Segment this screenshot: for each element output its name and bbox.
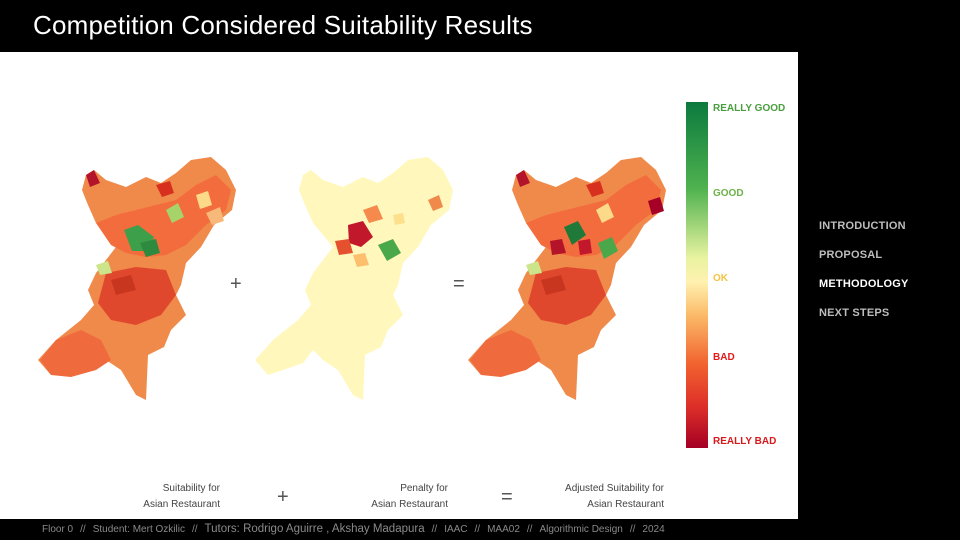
slide-title: Competition Considered Suitability Resul…: [33, 10, 533, 40]
color-scale-bar: [686, 102, 708, 448]
footer-separator: //: [431, 524, 438, 535]
plus-operator-top: +: [230, 273, 242, 295]
equals-operator-bottom: =: [501, 486, 513, 508]
legend-really-bad: REALLY BAD: [713, 436, 777, 447]
caption-adjusted-line2: Asian Restaurant: [587, 499, 664, 510]
penalty-map: [253, 155, 463, 400]
nav-item-proposal[interactable]: PROPOSAL: [819, 249, 883, 261]
plus-operator-bottom: +: [277, 486, 289, 508]
caption-suitability-line1: Suitability for: [162, 483, 220, 494]
footer-year: 2024: [642, 524, 665, 535]
footer-student: Student: Mert Ozkilic: [92, 524, 185, 535]
adjusted-suitability-map: [466, 155, 676, 400]
caption-suitability-line2: Asian Restaurant: [143, 499, 220, 510]
suitability-map: [36, 155, 246, 400]
footer-tutors: Tutors: Rodrigo Aguirre , Akshay Madapur…: [204, 523, 425, 535]
caption-adjusted-line1: Adjusted Suitability for: [565, 483, 664, 494]
footer-separator: //: [526, 524, 533, 535]
footer-separator: //: [80, 524, 86, 535]
footer: Floor 0 // Student: Mert Ozkilic // Tutors: …: [42, 523, 665, 535]
legend-ok: OK: [713, 273, 728, 284]
nav-item-next-steps[interactable]: NEXT STEPS: [819, 307, 890, 319]
caption-suitability: Suitability for Asian Restaurant: [143, 481, 220, 513]
footer-program: MAA02: [487, 524, 520, 535]
caption-penalty: Penalty for Asian Restaurant: [371, 481, 448, 513]
footer-floor: Floor 0: [42, 524, 74, 535]
footer-separator: //: [629, 524, 636, 535]
footer-separator: //: [191, 524, 198, 535]
equals-operator-top: =: [453, 273, 465, 295]
title-bar: Competition Considered Suitability Resul…: [0, 0, 960, 52]
caption-penalty-line2: Asian Restaurant: [371, 499, 448, 510]
legend-good: GOOD: [713, 188, 744, 199]
caption-adjusted: Adjusted Suitability for Asian Restauran…: [565, 481, 664, 513]
legend-really-good: REALLY GOOD: [713, 103, 786, 114]
legend-bad: BAD: [713, 352, 735, 363]
nav-item-introduction[interactable]: INTRODUCTION: [819, 220, 906, 232]
nav-item-methodology[interactable]: METHODOLOGY: [819, 278, 909, 290]
footer-separator: //: [474, 524, 481, 535]
caption-penalty-line1: Penalty for: [400, 483, 448, 494]
footer-school: IAAC: [444, 524, 468, 535]
footer-course: Algorithmic Design: [539, 524, 623, 535]
